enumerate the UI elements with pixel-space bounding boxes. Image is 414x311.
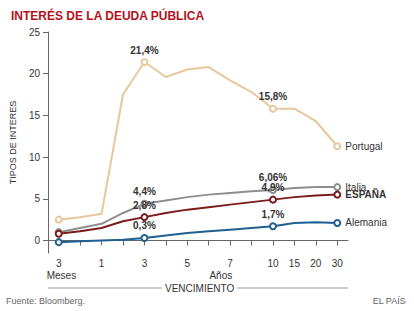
- svg-text:5: 5: [185, 258, 191, 269]
- svg-text:4,4%: 4,4%: [133, 186, 156, 197]
- svg-text:10: 10: [29, 152, 41, 163]
- svg-text:1: 1: [99, 258, 105, 269]
- svg-text:TIPOS DE INTERES: TIPOS DE INTERES: [8, 101, 18, 185]
- svg-text:7: 7: [227, 258, 233, 269]
- svg-text:3: 3: [56, 258, 62, 269]
- svg-text:ESPAÑA: ESPAÑA: [345, 188, 386, 200]
- svg-text:20: 20: [29, 68, 41, 79]
- svg-text:1,7%: 1,7%: [262, 209, 285, 220]
- svg-text:30: 30: [332, 258, 344, 269]
- svg-text:0: 0: [34, 235, 40, 246]
- svg-text:VENCIMIENTO: VENCIMIENTO: [165, 283, 234, 294]
- svg-text:6,06%: 6,06%: [258, 172, 288, 184]
- svg-text:5: 5: [34, 193, 40, 204]
- svg-text:EL PAÍS: EL PAÍS: [373, 296, 406, 306]
- svg-text:20: 20: [310, 258, 322, 269]
- svg-text:Portugal: Portugal: [345, 141, 382, 152]
- svg-text:INTERÉS DE LA DEUDA PÚBLICA: INTERÉS DE LA DEUDA PÚBLICA: [11, 8, 204, 23]
- svg-text:15,8%: 15,8%: [259, 91, 287, 102]
- svg-text:0,3%: 0,3%: [133, 220, 156, 231]
- svg-text:Alemania: Alemania: [345, 217, 387, 228]
- svg-text:Meses: Meses: [47, 270, 76, 281]
- svg-text:21,4%: 21,4%: [130, 45, 158, 56]
- svg-text:2,8%: 2,8%: [133, 200, 156, 211]
- svg-text:4,9%: 4,9%: [262, 182, 285, 193]
- svg-text:Fuente: Bloomberg.: Fuente: Bloomberg.: [6, 296, 85, 306]
- svg-text:10: 10: [267, 258, 279, 269]
- svg-text:15: 15: [289, 258, 301, 269]
- svg-text:3: 3: [142, 258, 148, 269]
- svg-text:15: 15: [29, 110, 41, 121]
- svg-text:25: 25: [29, 27, 41, 38]
- svg-text:Italia: Italia: [345, 181, 367, 193]
- svg-text:Años: Años: [209, 270, 232, 281]
